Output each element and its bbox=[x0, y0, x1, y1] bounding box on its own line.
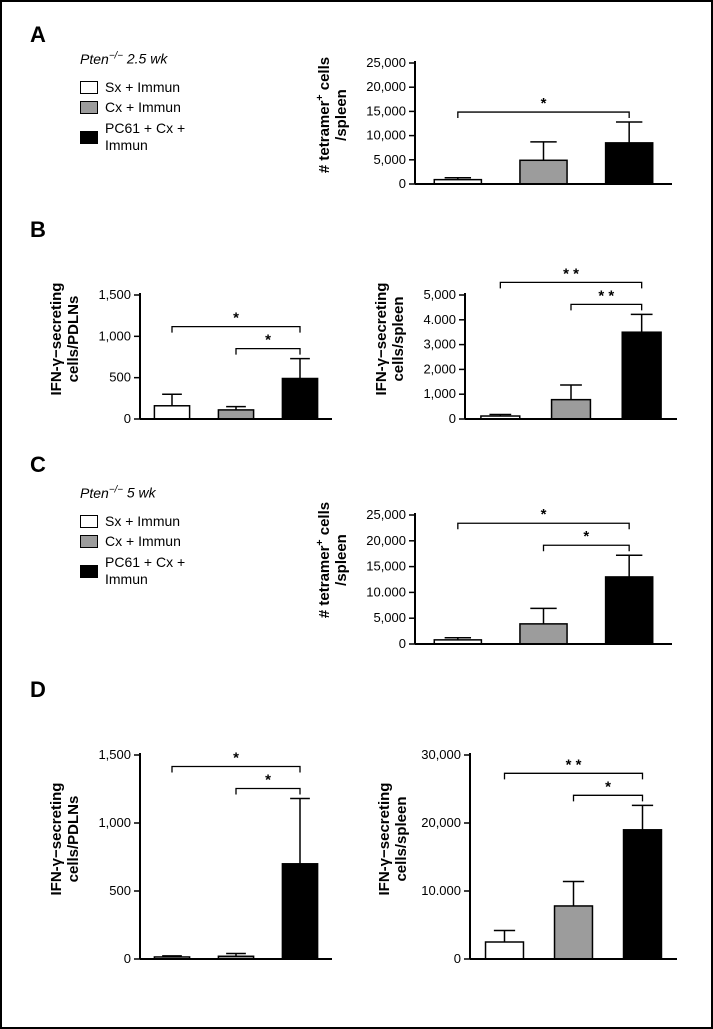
legend-item: Cx + Immun bbox=[80, 533, 215, 550]
panel-a-label: A bbox=[30, 22, 46, 48]
swatch-gray bbox=[80, 535, 98, 548]
swatch-gray bbox=[80, 101, 98, 114]
panel-d-right-ylabel: IFN-γ−secretingcells/spleen bbox=[376, 759, 410, 919]
svg-text:5,000: 5,000 bbox=[373, 152, 406, 167]
panel-b-right-ylabel: IFN-γ−secretingcells/spleen bbox=[373, 259, 407, 419]
panel-a-chart: # tetramer+ cells/spleen 05,00010,00015,… bbox=[360, 17, 680, 192]
svg-text:20,000: 20,000 bbox=[366, 79, 406, 94]
svg-text:25,000: 25,000 bbox=[366, 55, 406, 70]
panel-c-chart: # tetramer+ cells/spleen 05,00010.00015,… bbox=[360, 447, 680, 652]
svg-text:0: 0 bbox=[399, 176, 406, 191]
svg-text:*: * bbox=[541, 506, 547, 523]
legend-label: Cx + Immun bbox=[105, 533, 181, 550]
legend-label: Sx + Immun bbox=[105, 79, 180, 96]
svg-text:0: 0 bbox=[124, 411, 131, 426]
svg-text:1,000: 1,000 bbox=[98, 328, 131, 343]
svg-text:15,000: 15,000 bbox=[366, 559, 406, 574]
swatch-black bbox=[80, 131, 98, 144]
panel-c-label: C bbox=[30, 452, 46, 478]
panel-d-label: D bbox=[30, 677, 46, 703]
svg-text:4.000: 4.000 bbox=[423, 312, 456, 327]
panel-d-left-ylabel: IFN-γ−secretingcells/PDLNs bbox=[48, 759, 82, 919]
panel-b-left-chart: IFN-γ−secretingcells/PDLNs 05001,0001,50… bbox=[85, 227, 340, 427]
svg-text:2,000: 2,000 bbox=[423, 361, 456, 376]
svg-text:*: * bbox=[541, 95, 547, 112]
panel-d-right-chart: IFN-γ−secretingcells/spleen 010.00020,00… bbox=[415, 687, 685, 967]
svg-text:500: 500 bbox=[109, 883, 131, 898]
panel-b-right-chart: IFN-γ−secretingcells/spleen 01,0002,0003… bbox=[410, 227, 685, 427]
svg-text:0: 0 bbox=[454, 951, 461, 966]
svg-text:3,000: 3,000 bbox=[423, 337, 456, 352]
svg-text:* *: * * bbox=[566, 756, 582, 773]
svg-text:15,000: 15,000 bbox=[366, 103, 406, 118]
svg-text:20,000: 20,000 bbox=[366, 533, 406, 548]
svg-text:*: * bbox=[583, 528, 589, 545]
legend-label: Cx + Immun bbox=[105, 99, 181, 116]
panel-b-label: B bbox=[30, 217, 46, 243]
svg-text:10,000: 10,000 bbox=[366, 128, 406, 143]
svg-text:25,000: 25,000 bbox=[366, 507, 406, 522]
panel-a-svg: 0 5,000 10,000 15,000 20,000 25,000 * bbox=[360, 17, 680, 192]
panel-c-ylabel: # tetramer+ cells/spleen bbox=[314, 480, 350, 640]
swatch-black bbox=[80, 565, 98, 578]
panel-b-left-svg: 0 500 1,000 1,500 * * bbox=[85, 227, 340, 427]
panel-c-legend: Pten−/− 5 wk Sx + Immun Cx + Immun PC61 … bbox=[80, 484, 215, 592]
panel-d-left-chart: IFN-γ−secretingcells/PDLNs 05001,0001,50… bbox=[85, 687, 340, 967]
panel-c-svg: 0 5,000 10.000 15,000 20,000 25,000 * * bbox=[360, 447, 680, 652]
svg-text:* *: * * bbox=[598, 287, 614, 304]
legend-item: Sx + Immun bbox=[80, 513, 215, 530]
svg-text:0: 0 bbox=[124, 951, 131, 966]
svg-text:0: 0 bbox=[399, 636, 406, 651]
svg-text:*: * bbox=[265, 772, 271, 789]
svg-text:10.000: 10.000 bbox=[366, 584, 406, 599]
svg-text:5,000: 5,000 bbox=[423, 287, 456, 302]
figure-container: A Pten−/− 2.5 wk Sx + Immun Cx + Immun P… bbox=[0, 0, 713, 1029]
legend-label: Sx + Immun bbox=[105, 513, 180, 530]
svg-text:0: 0 bbox=[449, 411, 456, 426]
panel-c-title: Pten−/− 5 wk bbox=[80, 484, 215, 501]
svg-text:*: * bbox=[605, 778, 611, 795]
legend-label: PC61 + Cx + Immun bbox=[105, 554, 215, 588]
svg-text:1,500: 1,500 bbox=[98, 287, 131, 302]
panel-b-left-ylabel: IFN-γ−secretingcells/PDLNs bbox=[48, 259, 82, 419]
legend-item: PC61 + Cx + Immun bbox=[80, 120, 215, 154]
svg-text:1,500: 1,500 bbox=[98, 747, 131, 762]
legend-item: Sx + Immun bbox=[80, 79, 215, 96]
svg-text:* *: * * bbox=[563, 265, 579, 282]
panel-a-ylabel: # tetramer+ cells/spleen bbox=[314, 35, 350, 195]
svg-text:500: 500 bbox=[109, 370, 131, 385]
panel-d-left-svg: 0 500 1,000 1,500 * * bbox=[85, 687, 340, 967]
legend-item: PC61 + Cx + Immun bbox=[80, 554, 215, 588]
svg-text:20,000: 20,000 bbox=[421, 815, 461, 830]
panel-b-right-svg: 0 1,000 2,000 3,000 4.000 5,000 * * * * bbox=[410, 227, 685, 427]
svg-text:10.000: 10.000 bbox=[421, 883, 461, 898]
panel-a-legend: Pten−/− 2.5 wk Sx + Immun Cx + Immun PC6… bbox=[80, 50, 215, 158]
swatch-white bbox=[80, 515, 98, 528]
legend-label: PC61 + Cx + Immun bbox=[105, 120, 215, 154]
svg-text:5,000: 5,000 bbox=[373, 610, 406, 625]
legend-item: Cx + Immun bbox=[80, 99, 215, 116]
svg-text:*: * bbox=[265, 332, 271, 349]
panel-a-title: Pten−/− 2.5 wk bbox=[80, 50, 215, 67]
panel-d-right-svg: 0 10.000 20,000 30,000 * * * bbox=[415, 687, 685, 967]
svg-text:*: * bbox=[233, 310, 239, 327]
svg-text:*: * bbox=[233, 750, 239, 767]
svg-text:1,000: 1,000 bbox=[423, 386, 456, 401]
swatch-white bbox=[80, 81, 98, 94]
svg-text:30,000: 30,000 bbox=[421, 747, 461, 762]
svg-text:1,000: 1,000 bbox=[98, 815, 131, 830]
